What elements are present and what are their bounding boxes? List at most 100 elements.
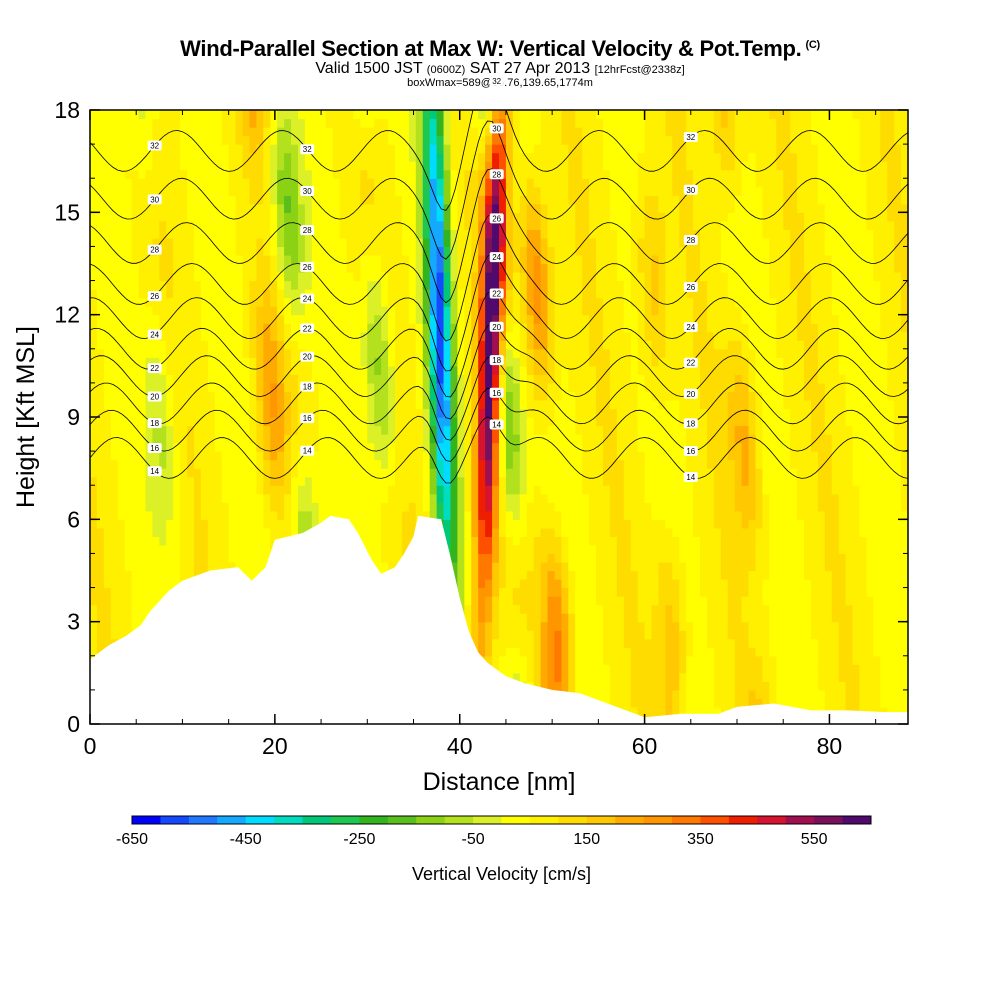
w-cell — [388, 169, 396, 179]
w-cell — [311, 212, 320, 222]
w-cell — [512, 417, 521, 427]
w-cell — [110, 604, 119, 614]
w-cell — [388, 493, 396, 503]
w-cell — [547, 186, 556, 196]
w-cell — [505, 536, 514, 546]
w-cell — [367, 237, 375, 248]
w-cell — [464, 425, 472, 435]
w-cell — [221, 110, 230, 120]
w-cell — [124, 519, 133, 529]
w-cell — [346, 417, 355, 427]
w-cell — [138, 203, 147, 213]
w-cell — [499, 459, 507, 469]
w-cell — [159, 553, 167, 563]
w-cell — [180, 212, 188, 222]
w-cell — [533, 485, 542, 495]
w-cell — [339, 510, 348, 520]
w-cell — [512, 638, 521, 648]
w-cell — [166, 553, 174, 563]
w-cell — [297, 135, 306, 145]
w-cell — [242, 306, 251, 316]
w-cell — [90, 118, 98, 128]
w-cell — [221, 468, 230, 478]
w-cell — [561, 630, 569, 640]
w-cell — [145, 510, 153, 520]
w-cell — [450, 306, 458, 316]
w-cell — [353, 417, 361, 427]
w-cell — [318, 127, 327, 137]
w-cell — [138, 272, 147, 282]
w-cell — [249, 110, 257, 120]
w-cell — [138, 519, 147, 529]
w-cell — [173, 382, 181, 393]
w-cell — [485, 280, 493, 290]
w-cell — [159, 280, 167, 290]
w-cell — [207, 237, 216, 248]
w-cell — [124, 229, 133, 239]
w-cell — [110, 553, 119, 563]
w-cell — [270, 502, 278, 512]
w-cell — [193, 391, 202, 401]
w-cell — [200, 110, 209, 120]
w-cell — [485, 579, 493, 589]
w-cell — [145, 229, 153, 239]
w-cell — [249, 237, 257, 248]
w-cell — [311, 263, 320, 273]
w-cell — [256, 485, 264, 495]
w-cell — [242, 229, 251, 239]
w-cell — [485, 519, 493, 529]
w-cell — [429, 203, 438, 213]
w-cell — [193, 195, 202, 205]
w-cell — [353, 135, 361, 145]
w-cell — [166, 220, 174, 230]
w-cell — [235, 493, 244, 503]
w-cell — [173, 144, 181, 154]
w-cell — [561, 408, 569, 418]
w-cell — [346, 468, 355, 478]
w-cell — [235, 374, 244, 384]
w-cell — [381, 203, 389, 213]
w-cell — [291, 263, 299, 273]
w-cell — [512, 229, 521, 239]
w-cell — [193, 519, 202, 529]
w-cell — [173, 289, 181, 299]
w-cell — [360, 348, 368, 358]
w-cell — [117, 254, 126, 265]
w-cell — [492, 561, 500, 572]
w-cell — [401, 459, 410, 469]
w-cell — [159, 186, 167, 196]
w-cell — [124, 544, 133, 555]
w-cell — [159, 502, 167, 512]
w-cell — [325, 186, 334, 196]
w-cell — [263, 152, 271, 162]
w-cell — [464, 408, 472, 418]
w-cell — [304, 434, 313, 444]
w-cell — [443, 391, 452, 401]
w-cell — [152, 502, 160, 512]
w-cell — [547, 135, 556, 145]
w-cell — [187, 110, 195, 120]
w-cell — [547, 502, 556, 512]
w-cell — [291, 331, 299, 341]
w-cell — [193, 510, 202, 520]
w-cell — [519, 220, 528, 230]
w-cell — [526, 212, 535, 222]
w-cell — [270, 468, 278, 478]
w-cell — [200, 468, 209, 478]
w-cell — [422, 280, 431, 290]
w-cell — [533, 382, 542, 393]
w-cell — [284, 203, 292, 213]
w-cell — [457, 382, 465, 393]
w-cell — [145, 502, 153, 512]
w-cell — [568, 630, 576, 640]
w-cell — [249, 391, 257, 401]
w-cell — [374, 306, 382, 316]
w-cell — [471, 434, 479, 444]
w-cell — [408, 229, 417, 239]
w-cell — [374, 297, 382, 307]
w-cell — [270, 246, 278, 256]
w-cell — [339, 417, 348, 427]
w-cell — [96, 442, 105, 452]
w-cell — [422, 272, 431, 282]
w-cell — [332, 382, 341, 393]
